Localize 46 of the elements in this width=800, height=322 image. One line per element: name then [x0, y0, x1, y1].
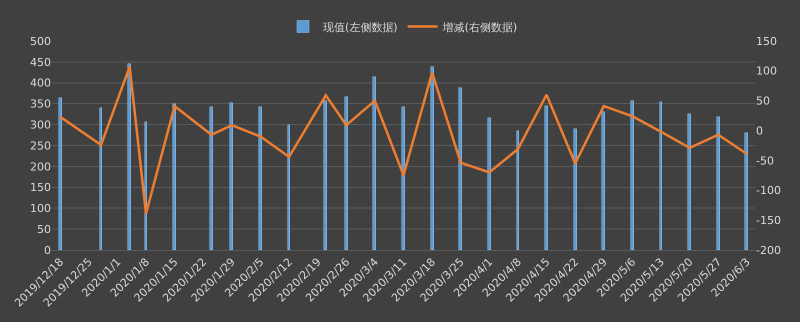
bar — [210, 106, 213, 250]
y-tick-label: 500 — [30, 34, 51, 48]
line-series — [58, 65, 748, 215]
bar — [574, 128, 577, 250]
bar — [688, 114, 691, 250]
bar — [744, 132, 748, 250]
legend-label: 增减(右侧数据) — [442, 20, 518, 34]
bar — [372, 76, 376, 250]
bar — [630, 100, 634, 250]
y-tick-label: 450 — [30, 56, 51, 69]
bar — [488, 118, 491, 250]
y-tick-label: 250 — [30, 139, 51, 152]
y2-tick-label: -200 — [756, 244, 781, 257]
y2-tick-label: -50 — [756, 154, 774, 168]
bar — [58, 98, 62, 250]
bar — [288, 124, 290, 250]
bar — [324, 100, 327, 250]
bar — [172, 104, 176, 250]
bar — [716, 116, 720, 250]
bar — [430, 66, 434, 250]
y2-tick-label: 0 — [756, 124, 763, 138]
y-tick-label: 400 — [30, 76, 51, 90]
y-tick-label: 350 — [30, 98, 51, 111]
y2-tick-label: -100 — [756, 184, 781, 198]
bar — [344, 96, 348, 250]
bar — [230, 102, 233, 250]
bar — [516, 130, 519, 250]
y-tick-label: 150 — [30, 181, 51, 194]
y2-tick-label: -150 — [756, 214, 781, 227]
bar — [402, 106, 405, 250]
y2-tick-label: 150 — [756, 34, 777, 48]
legend-label: 现值(左侧数据) — [323, 20, 398, 34]
y2-tick-label: 50 — [756, 94, 770, 108]
y-tick-label: 50 — [37, 222, 51, 236]
bar — [544, 106, 548, 250]
y-tick-label: 300 — [30, 118, 51, 132]
y-tick-label: 0 — [44, 244, 51, 257]
bar — [602, 112, 605, 250]
y-tick-label: 100 — [30, 202, 51, 216]
bar — [258, 106, 262, 250]
y-tick-label: 200 — [30, 160, 51, 174]
bar — [128, 64, 131, 250]
bar — [458, 88, 462, 250]
bar — [660, 102, 662, 250]
bar — [100, 108, 102, 250]
y2-tick-label: 100 — [756, 64, 777, 78]
